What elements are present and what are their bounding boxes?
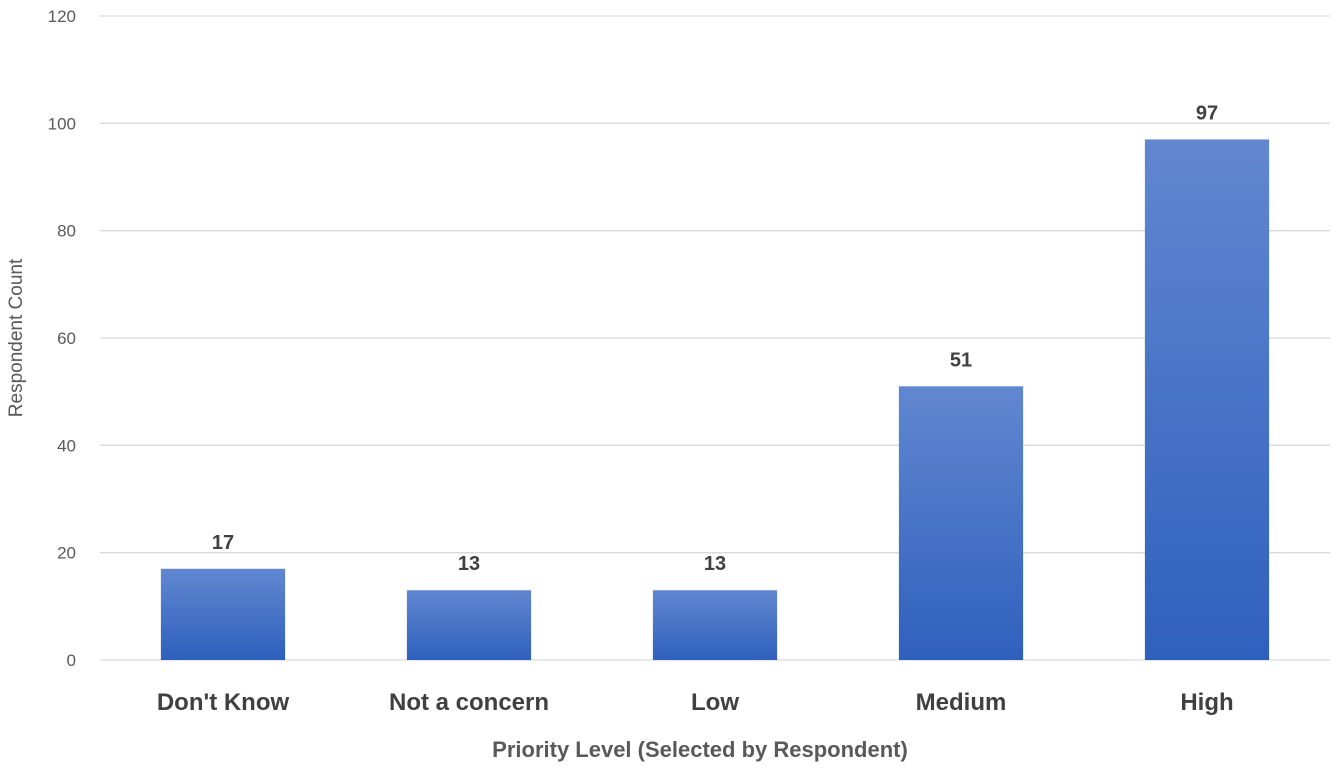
y-tick-label: 60: [57, 329, 76, 348]
x-category-label: Not a concern: [389, 689, 549, 716]
y-tick-label: 120: [48, 7, 76, 26]
gridlines: [100, 15, 1330, 661]
x-category-label: Low: [691, 689, 739, 716]
y-tick-label: 80: [57, 222, 76, 241]
x-axis-title: Priority Level (Selected by Respondent): [492, 737, 908, 762]
data-label: 13: [704, 553, 726, 575]
x-category-label: Medium: [916, 689, 1007, 716]
data-label: 51: [950, 349, 972, 371]
bars: [160, 139, 1270, 660]
bar: [652, 590, 778, 660]
y-axis-ticks: 0 20 40 60 80 100 120: [48, 7, 76, 670]
data-label: 13: [458, 553, 480, 575]
y-tick-label: 100: [48, 114, 76, 133]
bar: [1144, 139, 1270, 660]
bar: [898, 386, 1024, 660]
data-label: 97: [1196, 102, 1218, 124]
bar: [406, 590, 532, 660]
y-tick-label: 0: [67, 651, 76, 670]
data-labels: 17 13 13 51 97: [212, 102, 1218, 575]
x-category-label: High: [1180, 689, 1233, 716]
bar: [160, 568, 286, 660]
x-axis-categories: Don't Know Not a concern Low Medium High: [157, 689, 1234, 716]
x-category-label: Don't Know: [157, 689, 290, 716]
y-axis-title: Respondent Count: [6, 258, 27, 417]
y-tick-label: 20: [57, 544, 76, 563]
y-tick-label: 40: [57, 436, 76, 455]
data-label: 17: [212, 532, 234, 554]
